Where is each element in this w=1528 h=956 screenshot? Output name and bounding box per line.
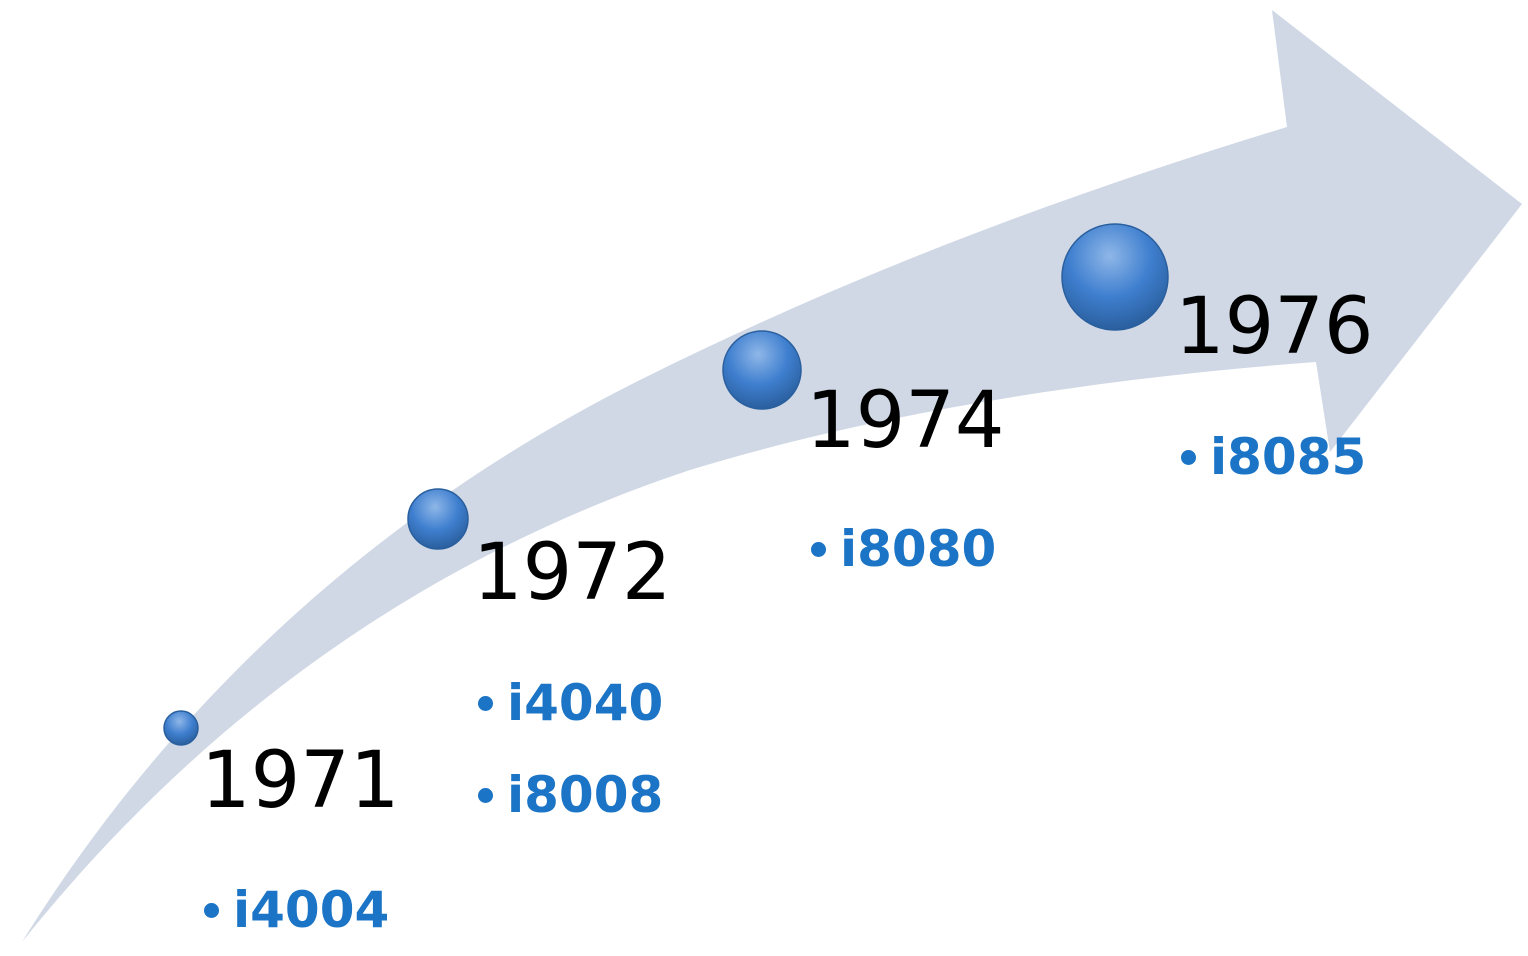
milestone-dot-1976 [1061, 223, 1169, 331]
item-label: i8008 [507, 766, 664, 824]
item-label: i4004 [233, 881, 390, 939]
year-label-1971: 1971 [201, 736, 400, 826]
list-item: i8085 [1181, 411, 1366, 503]
milestone-dot-1971 [163, 710, 199, 746]
year-label-1974: 1974 [806, 376, 1005, 466]
bullet-icon [478, 787, 493, 803]
item-label: i8085 [1210, 428, 1367, 486]
bullet-icon [204, 902, 219, 918]
year-label-1976: 1976 [1175, 282, 1374, 372]
milestone-items-1974: i8080 [811, 503, 996, 595]
list-item: i4040 [478, 657, 663, 749]
year-label-1972: 1972 [473, 528, 672, 618]
milestone-items-1971: i4004 [204, 864, 389, 956]
list-item: i8080 [811, 503, 996, 595]
item-label: i8080 [840, 520, 997, 578]
list-item: i8008 [478, 749, 663, 841]
bullet-icon [478, 695, 493, 711]
bullet-icon [811, 541, 826, 557]
item-label: i4040 [507, 674, 664, 732]
milestone-dot-1972 [407, 488, 469, 550]
list-item: i4004 [204, 864, 389, 956]
milestone-items-1972: i4040 i8008 [478, 657, 663, 841]
bullet-icon [1181, 449, 1196, 465]
milestone-items-1976: i8085 [1181, 411, 1366, 503]
milestone-dot-1974 [722, 330, 802, 410]
